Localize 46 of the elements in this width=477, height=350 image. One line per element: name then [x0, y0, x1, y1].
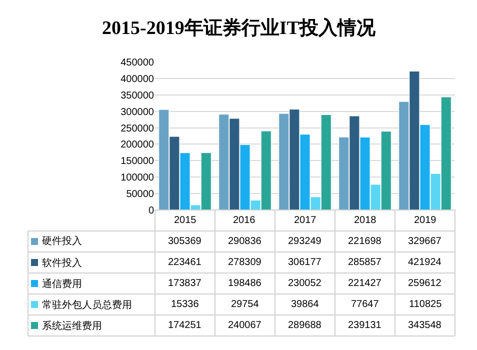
- y-tick-label: 250000: [120, 123, 154, 134]
- data-label: 293249: [288, 236, 322, 247]
- data-label: 223461: [168, 257, 202, 268]
- data-label: 278309: [228, 257, 262, 268]
- y-tick-label: 150000: [120, 156, 154, 168]
- x-tick-label: 2017: [294, 215, 317, 226]
- data-label: 230052: [288, 278, 322, 289]
- data-label: 110825: [409, 299, 442, 310]
- data-label: 285857: [348, 257, 382, 268]
- x-tick-label: 2015: [174, 215, 197, 226]
- data-label: 290836: [228, 236, 262, 247]
- data-label: 221698: [348, 236, 382, 247]
- data-label: 421924: [408, 257, 442, 268]
- data-label: 240067: [228, 320, 262, 331]
- y-tick-label: 200000: [120, 140, 154, 151]
- y-tick-label: 400000: [120, 74, 154, 85]
- data-label: 221427: [348, 278, 382, 289]
- x-tick-label: 2016: [233, 215, 256, 226]
- legend-label: 通信费用: [42, 278, 82, 290]
- data-label: 77647: [351, 299, 380, 310]
- data-label: 305369: [168, 236, 202, 247]
- y-tick-label: 450000: [120, 58, 154, 68]
- chart-title: 2015-2019年证券行业IT投入情况: [102, 17, 376, 39]
- legend-label: 常驻外包人员总费用: [42, 299, 132, 311]
- data-label: 174251: [168, 320, 202, 331]
- legend-label: 软件投入: [42, 257, 82, 269]
- data-label: 306177: [288, 257, 322, 268]
- y-tick-label: 350000: [120, 90, 154, 102]
- x-tick-label: 2018: [354, 215, 377, 226]
- data-label: 15336: [171, 299, 200, 310]
- legend-label: 系统运维费用: [42, 320, 102, 332]
- data-label: 239131: [348, 320, 382, 331]
- y-tick-label: 50000: [126, 189, 154, 200]
- data-label: 173837: [168, 278, 202, 289]
- data-label: 329667: [408, 236, 442, 247]
- y-tick-label: 100000: [120, 172, 154, 184]
- y-tick-label: 0: [148, 206, 154, 216]
- legend-label: 硬件投入: [42, 235, 82, 247]
- data-label: 289688: [288, 320, 322, 331]
- data-label: 198486: [228, 278, 262, 289]
- data-label: 29754: [231, 299, 260, 310]
- data-label: 343548: [408, 320, 442, 331]
- data-label: 259612: [408, 278, 442, 289]
- data-label: 39864: [291, 299, 320, 310]
- x-tick-label: 2019: [414, 215, 437, 226]
- y-tick-label: 300000: [120, 106, 154, 118]
